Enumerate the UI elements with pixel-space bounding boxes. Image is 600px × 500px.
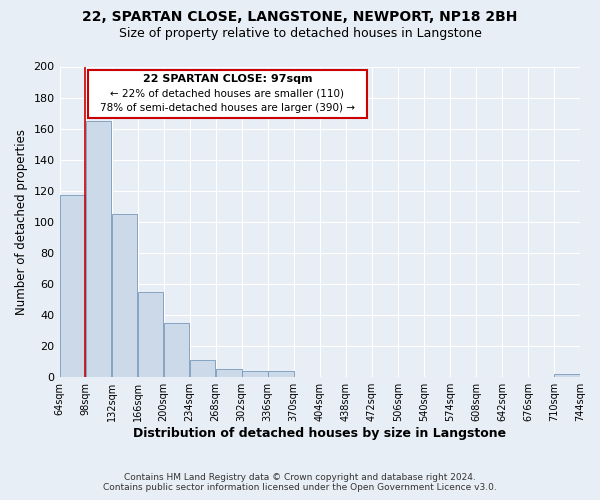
FancyBboxPatch shape	[88, 70, 367, 118]
Text: Contains HM Land Registry data © Crown copyright and database right 2024.
Contai: Contains HM Land Registry data © Crown c…	[103, 473, 497, 492]
Bar	[86, 121, 112, 377]
Bar	[138, 292, 163, 377]
Bar	[554, 374, 580, 377]
Text: Size of property relative to detached houses in Langstone: Size of property relative to detached ho…	[119, 28, 481, 40]
X-axis label: Distribution of detached houses by size in Langstone: Distribution of detached houses by size …	[133, 427, 506, 440]
Bar	[190, 360, 215, 377]
Y-axis label: Number of detached properties: Number of detached properties	[15, 129, 28, 315]
Text: 78% of semi-detached houses are larger (390) →: 78% of semi-detached houses are larger (…	[100, 103, 355, 113]
Bar	[60, 196, 85, 377]
Bar	[112, 214, 137, 377]
Text: 22, SPARTAN CLOSE, LANGSTONE, NEWPORT, NP18 2BH: 22, SPARTAN CLOSE, LANGSTONE, NEWPORT, N…	[82, 10, 518, 24]
Text: 22 SPARTAN CLOSE: 97sqm: 22 SPARTAN CLOSE: 97sqm	[143, 74, 312, 84]
Bar	[216, 370, 242, 377]
Bar	[268, 371, 293, 377]
Bar	[242, 371, 268, 377]
Text: ← 22% of detached houses are smaller (110): ← 22% of detached houses are smaller (11…	[110, 88, 344, 99]
Bar	[164, 323, 190, 377]
